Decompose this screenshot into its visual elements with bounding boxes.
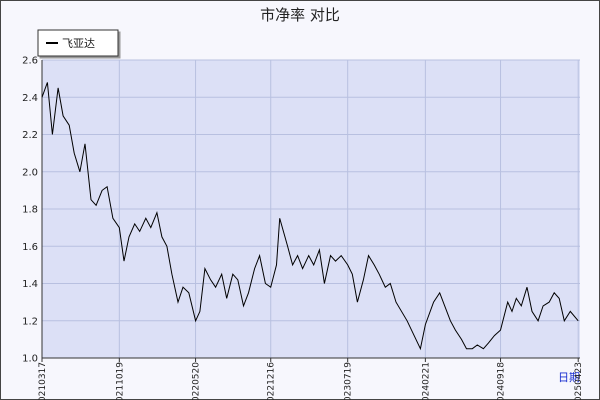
chart-title: 市净率 对比 [260, 6, 340, 24]
y-tick-label: 2.6 [22, 56, 38, 67]
x-tick-label: 20230719 [344, 362, 354, 400]
x-axis-label: 日期 [558, 371, 580, 384]
y-tick-label: 2.2 [22, 130, 38, 141]
series-line [41, 82, 579, 351]
y-tick-label: 1.4 [22, 279, 38, 290]
x-tick-label: 20220520 [192, 362, 202, 400]
x-tick-label: 20221216 [267, 362, 277, 400]
x-tick-label: 20210317 [38, 362, 48, 400]
legend-label: 飞亚达 [62, 37, 95, 50]
y-tick-label: 1.8 [22, 205, 38, 216]
x-tick-label: 20250423 [574, 362, 584, 400]
y-tick-label: 2.4 [22, 93, 38, 104]
y-tick-label: 1.2 [22, 316, 38, 327]
x-tick-label: 20211019 [115, 362, 125, 400]
legend: 飞亚达 [37, 29, 119, 57]
y-tick-label: 1.0 [22, 354, 38, 365]
y-tick-label: 2.0 [22, 167, 38, 178]
x-tick-label: 20240918 [497, 362, 507, 400]
y-tick-label: 1.6 [22, 242, 38, 253]
x-tick-label: 20240221 [421, 362, 431, 400]
